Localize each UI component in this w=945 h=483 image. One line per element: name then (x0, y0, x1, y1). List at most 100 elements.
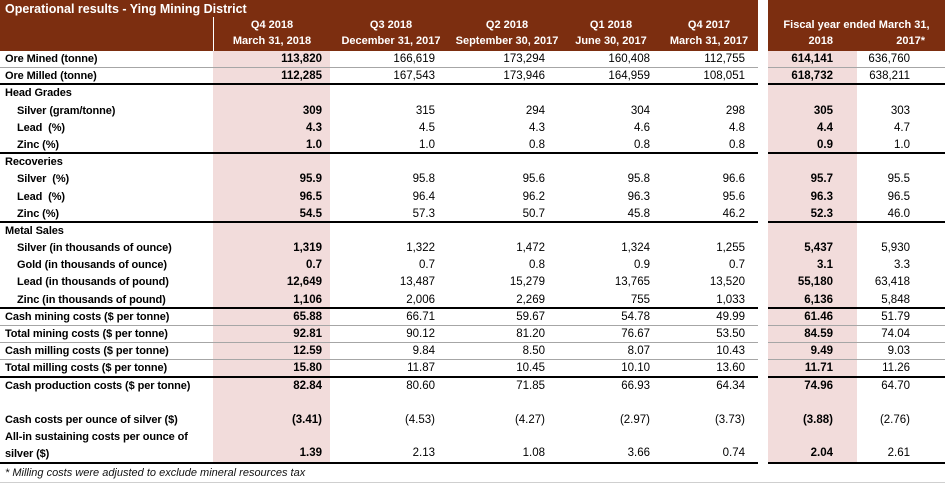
row-label: Lead (in thousands of pound) (17, 276, 169, 289)
cell-quarter-2: 0.8 (529, 259, 545, 272)
cell-fiscal-1: 2.61 (857, 429, 945, 464)
table-row: Lead (%) 4.3 4.5 4.3 4.6 4.8 4.4 4.7 (0, 119, 945, 137)
cell-quarter-3: 755 (562, 292, 660, 309)
gap-cell (758, 154, 768, 172)
cell-fiscal-0: 2.04 (768, 429, 857, 464)
cell-quarter-2: 81.20 (452, 326, 562, 344)
cell-fiscal-0: 74.96 (768, 377, 857, 395)
cell-quarter-2: 2,269 (452, 292, 562, 309)
row-label: Ore Mined (tonne) (0, 51, 213, 69)
cell-fiscal-0: 9.49 (768, 343, 857, 361)
cell-quarter-2: 0.8 (452, 137, 562, 155)
cell-quarter-3: 10.10 (562, 360, 660, 378)
cell-quarter-2: 1,472 (516, 242, 545, 255)
gap-cell (758, 222, 768, 241)
cell-fiscal-1: 63,418 (874, 276, 910, 289)
row-label: Total mining costs ($ per tonne) (0, 326, 213, 344)
footnote: * Milling costs were adjusted to exclude… (5, 466, 306, 479)
cell-quarter-0 (213, 394, 330, 412)
cell-quarter-3: 95.8 (627, 173, 650, 186)
gap-cell (758, 136, 768, 155)
cell-quarter-0: 4.3 (213, 119, 330, 137)
cell-quarter-4: 46.2 (660, 206, 758, 223)
col-date-q3-2018: December 31, 2017 (341, 35, 441, 47)
cell-quarter-1: 95.8 (412, 173, 435, 186)
cell-quarter-0: 113,820 (213, 51, 330, 69)
cell-quarter-1 (330, 154, 452, 171)
cell-quarter-1: (4.53) (404, 413, 435, 426)
cell-quarter-1: 13,487 (399, 276, 435, 289)
row-label (0, 395, 213, 412)
page-title: Operational results - Ying Mining Distri… (5, 2, 247, 16)
cell-fiscal-0: 618,732 (768, 68, 857, 86)
col-header-q4-2018: Q4 2018 (213, 17, 330, 33)
gap-cell (758, 377, 768, 395)
cell-quarter-1: 166,619 (330, 51, 452, 69)
cell-quarter-1: 66.71 (330, 309, 452, 326)
cell-fiscal-0 (768, 85, 857, 103)
cell-quarter-4: 13,520 (709, 276, 745, 289)
cell-quarter-0: 1,106 (213, 291, 330, 309)
row-label: Metal Sales (5, 224, 64, 237)
table-row: Gold (in thousands of ounce) 0.7 0.7 0.8 0.9… (0, 257, 945, 275)
cell-quarter-4: 0.74 (660, 429, 758, 464)
cell-quarter-2: 15,279 (509, 276, 545, 289)
row-label: Cash production costs ($ per tonne) (5, 379, 191, 392)
cell-quarter-3: 160,408 (562, 51, 660, 69)
cell-fiscal-0: 4.4 (768, 119, 857, 137)
col-header-q3-2018: Q3 2018 (369, 19, 413, 31)
section-row: Metal Sales (0, 222, 945, 241)
cell-quarter-1: 1.0 (330, 137, 452, 155)
row-label: Recoveries (5, 156, 63, 169)
row-label: Silver (in thousands of ounce) (17, 242, 172, 255)
row-label: Head Grades (5, 87, 72, 100)
cell-quarter-0: 12,649 (213, 274, 330, 292)
row-label: Gold (in thousands of ounce) (17, 259, 167, 272)
cell-quarter-2: 10.45 (452, 360, 562, 378)
cell-quarter-3: 304 (630, 104, 650, 117)
cell-quarter-2 (452, 154, 562, 171)
cell-quarter-4 (660, 154, 758, 171)
cell-fiscal-1 (857, 85, 945, 102)
cell-fiscal-0: 52.3 (768, 205, 857, 223)
cell-quarter-2: 59.67 (452, 309, 562, 326)
cell-fiscal-1 (857, 395, 945, 412)
cell-fiscal-1 (857, 223, 945, 240)
col-date-q1-2018: June 30, 2017 (575, 35, 647, 47)
cell-quarter-2 (452, 85, 562, 102)
table-row: Ore Mined (tonne) 113,820 166,619 173,294 16… (0, 51, 945, 69)
cell-fiscal-0: 0.9 (768, 136, 857, 155)
cell-fiscal-1: 11.26 (857, 360, 945, 378)
table-body: Ore Mined (tonne) 113,820 166,619 173,294 16… (0, 51, 945, 464)
cell-quarter-1: 167,543 (330, 68, 452, 86)
table-row: Silver (in thousands of ounce) 1,319 1,322… (0, 240, 945, 258)
cell-quarter-4: 53.50 (660, 326, 758, 344)
table-row: Zinc (in thousands of pound) 1,106 2,006 2,… (0, 291, 945, 309)
quarter-dates-row: March 31, 2018 December 31, 2017 Septemb… (0, 33, 758, 51)
cell-quarter-1: 315 (415, 104, 435, 117)
cell-quarter-2: 50.7 (452, 206, 562, 223)
cell-fiscal-0: 3.1 (768, 257, 857, 275)
cell-quarter-2: 173,946 (452, 68, 562, 86)
cell-quarter-3 (562, 154, 660, 171)
cell-quarter-0 (213, 154, 330, 172)
fiscal-years-row: 2018 2017* (768, 33, 945, 51)
col-date-q2-2018: September 30, 2017 (455, 35, 559, 47)
cell-quarter-3: 4.6 (634, 121, 650, 134)
col-header-q1-2018: Q1 2018 (589, 19, 633, 31)
spacer-row (0, 394, 945, 412)
cell-quarter-3 (562, 223, 660, 240)
cell-fiscal-1: 96.5 (887, 190, 910, 203)
cell-quarter-0 (213, 85, 330, 103)
cell-quarter-4: 95.6 (722, 190, 745, 203)
col-header-fy-2017: 2017* (896, 35, 925, 47)
row-label: Ore Milled (tonne) (0, 68, 213, 86)
cell-fiscal-0: 84.59 (768, 326, 857, 344)
cell-quarter-4: 13.60 (660, 360, 758, 378)
cell-quarter-3: 164,959 (562, 68, 660, 86)
gap-cell (758, 171, 768, 189)
cell-quarter-1 (330, 395, 452, 412)
row-label: Zinc (in thousands of pound) (0, 292, 213, 309)
table-row: Zinc (%) 54.5 57.3 50.7 45.8 46.2 52.3 46.0 (0, 205, 945, 223)
cell-fiscal-1: 1.0 (857, 137, 945, 155)
